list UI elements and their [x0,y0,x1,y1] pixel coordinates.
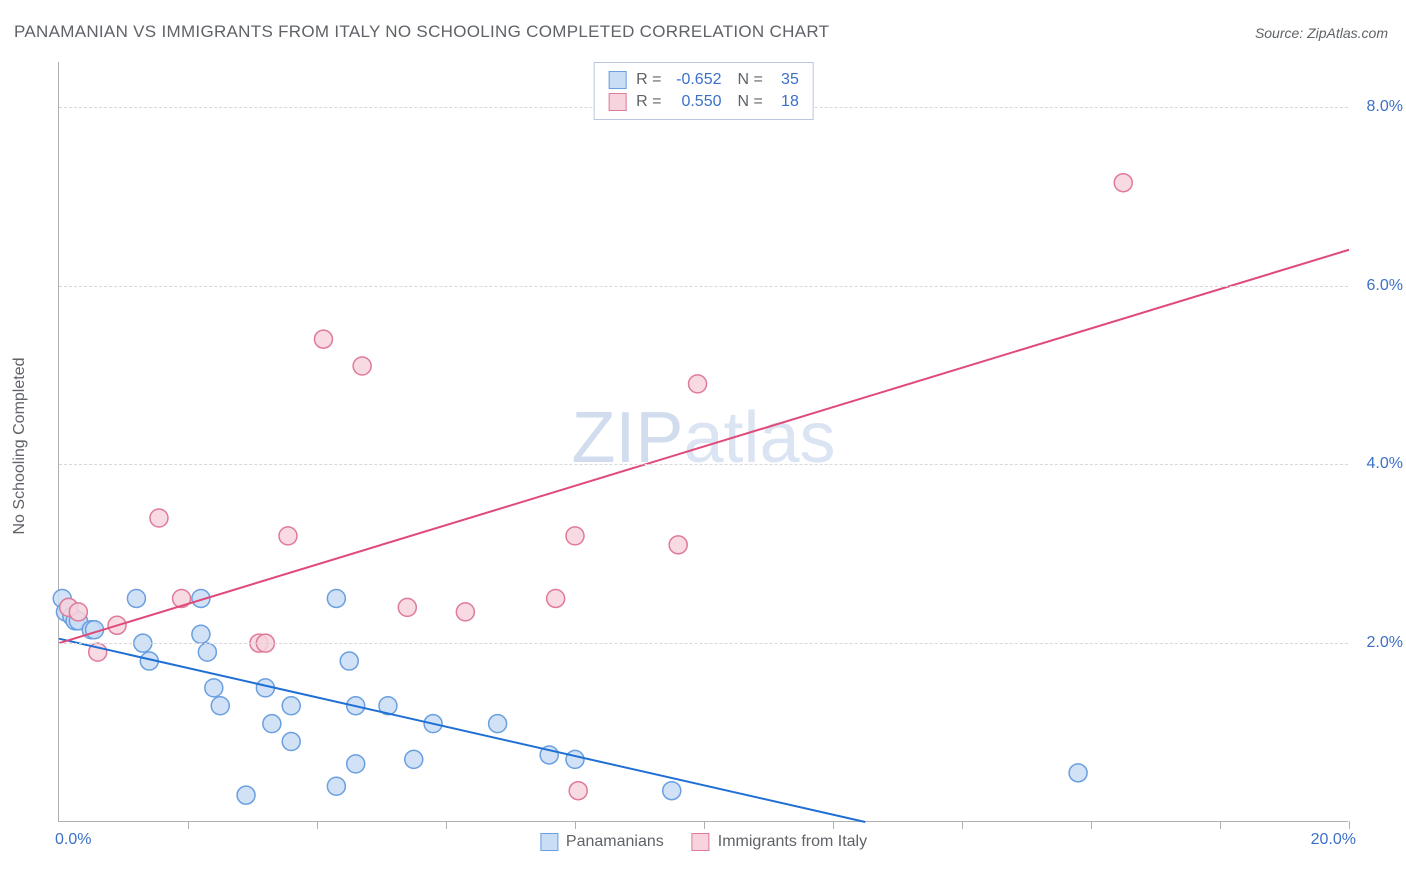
x-tick [1220,821,1221,829]
data-point [1114,174,1132,192]
series-legend: Panamanians Immigrants from Italy [540,833,867,851]
data-point [150,509,168,527]
plot-area: ZIPatlas R =-0.652N =35R =0.550N =18 0.0… [58,62,1348,822]
x-tick [1349,821,1350,829]
gridline [59,643,1348,644]
x-tick [188,821,189,829]
data-point [569,782,587,800]
data-point [279,527,297,545]
legend-swatch [608,71,626,89]
data-point [69,603,87,621]
y-tick-label: 6.0% [1367,277,1403,295]
r-label: R = [636,71,661,89]
data-point [663,782,681,800]
data-point [327,777,345,795]
r-value: 0.550 [672,93,722,111]
legend-swatch [540,833,558,851]
source-attribution: Source: ZipAtlas.com [1255,25,1388,41]
correlation-legend-row: R = 0.550 N = 18 [608,91,799,113]
y-tick-label: 8.0% [1367,98,1403,116]
x-axis-max-label: 20.0% [1311,831,1356,849]
n-label: N = [738,93,763,111]
data-point [237,786,255,804]
scatter-plot-svg [59,62,1348,821]
data-point [669,536,687,554]
data-point [398,598,416,616]
data-point [263,715,281,733]
data-point [547,589,565,607]
data-point [489,715,507,733]
data-point [1069,764,1087,782]
data-point [205,679,223,697]
data-point [282,697,300,715]
x-tick [962,821,963,829]
x-tick [833,821,834,829]
data-point [689,375,707,393]
data-point [198,643,216,661]
n-label: N = [738,71,763,89]
data-point [282,733,300,751]
data-point [314,330,332,348]
data-point [405,750,423,768]
data-point [327,589,345,607]
regression-line [59,639,865,822]
data-point [192,625,210,643]
x-tick [704,821,705,829]
legend-swatch [608,93,626,111]
data-point [347,755,365,773]
correlation-legend-row: R = -0.652 N = 35 [608,69,799,91]
data-point [566,527,584,545]
y-axis-title: No Schooling Completed [11,358,29,535]
regression-line [59,250,1349,643]
data-point [211,697,229,715]
series-legend-label: Panamanians [566,833,664,851]
r-value: -0.652 [672,71,722,89]
y-tick-label: 4.0% [1367,455,1403,473]
data-point [566,750,584,768]
x-tick [446,821,447,829]
x-tick [1091,821,1092,829]
data-point [127,589,145,607]
n-value: 18 [773,93,799,111]
chart-title: PANAMANIAN VS IMMIGRANTS FROM ITALY NO S… [14,22,829,42]
gridline [59,464,1348,465]
x-axis-min-label: 0.0% [55,831,91,849]
legend-swatch [692,833,710,851]
correlation-legend: R = -0.652 N = 35 R = 0.550 N = 18 [593,62,814,120]
y-tick-label: 2.0% [1367,634,1403,652]
series-legend-item: Panamanians [540,833,664,851]
series-legend-item: Immigrants from Italy [692,833,867,851]
n-value: 35 [773,71,799,89]
x-tick [317,821,318,829]
data-point [456,603,474,621]
x-tick [575,821,576,829]
data-point [353,357,371,375]
data-point [340,652,358,670]
gridline [59,286,1348,287]
series-legend-label: Immigrants from Italy [718,833,867,851]
r-label: R = [636,93,661,111]
chart-container: PANAMANIAN VS IMMIGRANTS FROM ITALY NO S… [0,0,1406,892]
